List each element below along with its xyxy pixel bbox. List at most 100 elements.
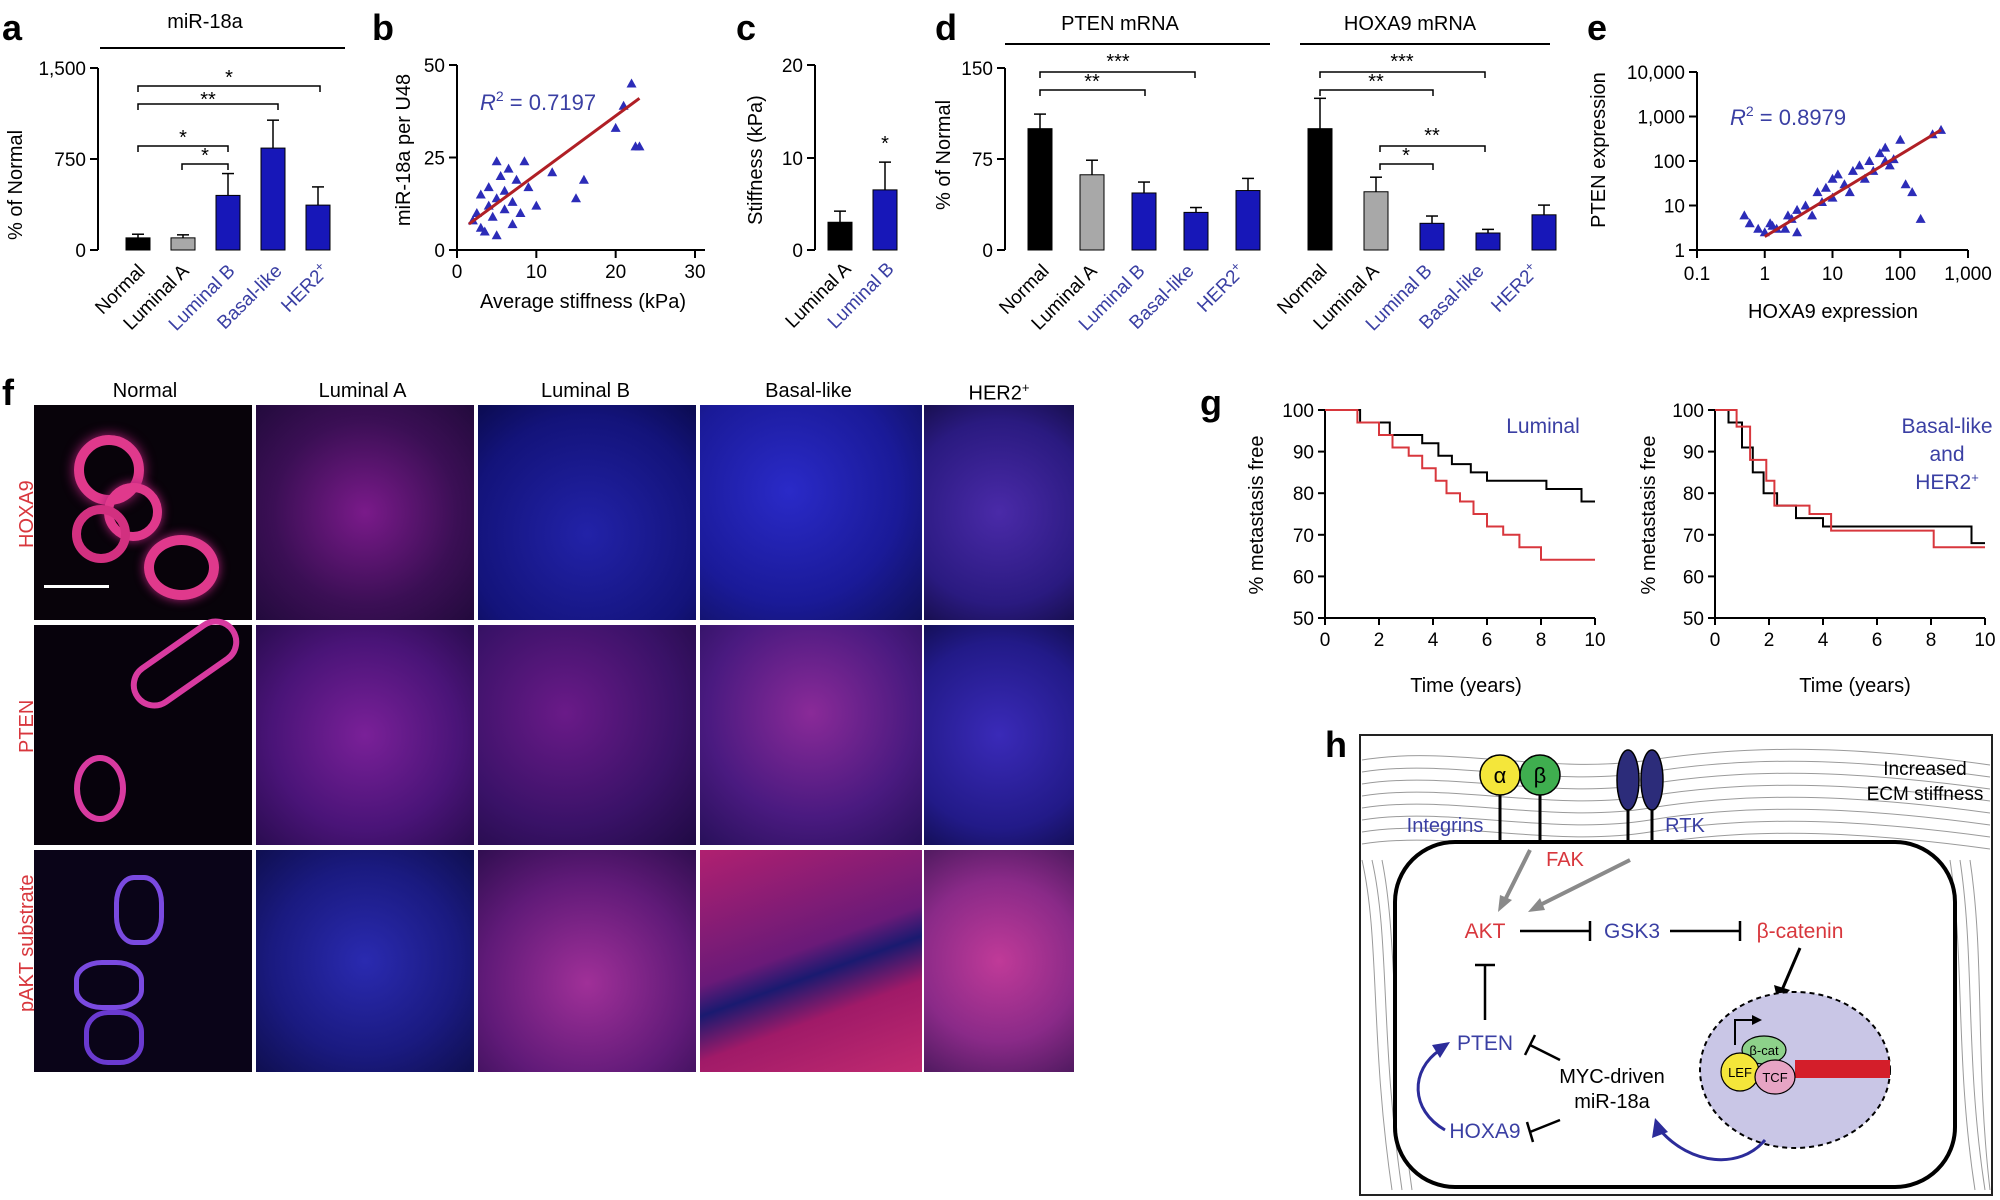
panel-d-star-hoxa9-3: ** <box>1424 125 1440 147</box>
panel-e-ylabel: PTEN expression <box>1588 72 1610 228</box>
panel-e-point-15 <box>1827 173 1838 183</box>
panel-e-point-12 <box>1812 187 1823 197</box>
col-head-normal: Normal <box>112 380 178 402</box>
panel-g-right-title-1: Basal-like <box>1901 415 1992 438</box>
panel-g-left-xtick-2: 4 <box>1428 630 1439 651</box>
panel-a-chart: miR-18a % of Normal 1,500 750 0 * ** * *… <box>5 11 345 335</box>
gsk3-label: GSK3 <box>1604 920 1660 943</box>
panel-e-point-25 <box>1874 148 1885 158</box>
panel-d-pten-bar-3 <box>1183 211 1209 251</box>
ecm-label-2: ECM stiffness <box>1867 784 1984 805</box>
panel-d-pten-bar-2 <box>1131 192 1157 251</box>
panel-b-point-16 <box>515 208 526 217</box>
panel-e-point-31 <box>1907 187 1918 197</box>
panel-g-left-series-0 <box>1325 409 1595 503</box>
rtk-icon-1 <box>1616 749 1640 811</box>
panel-e-point-21 <box>1854 160 1865 170</box>
micrograph-pakt-luminal-a <box>256 850 474 1072</box>
panel-letter-g: g <box>1200 382 1222 423</box>
panel-b-xtick-1: 10 <box>526 262 547 283</box>
alpha-label: α <box>1494 763 1507 788</box>
panel-h-diagram: Increased ECM stiffness α β Integrins RT… <box>1359 734 1993 1196</box>
col-head-luminal-a: Luminal A <box>318 380 407 402</box>
panel-e-point-36 <box>1767 220 1778 230</box>
panel-d-hoxa9-bar-1 <box>1363 191 1389 251</box>
panel-e-xtick-0: 0.1 <box>1684 264 1710 285</box>
panel-g-right-title-2: and <box>1929 443 1964 466</box>
panel-c-ytick-0: 0 <box>792 241 803 262</box>
panel-e-point-26 <box>1880 142 1891 152</box>
panel-b-xlabel: Average stiffness (kPa) <box>480 291 686 313</box>
panel-b-point-15 <box>511 174 522 184</box>
panel-e-point-2 <box>1753 223 1764 233</box>
panel-g-right-title-3: HER2+ <box>1915 470 1979 494</box>
panel-e-ytick-1: 10 <box>1664 197 1685 218</box>
micrograph-hoxa9-her2 <box>924 405 1074 620</box>
panel-b-ytick-2: 50 <box>424 56 445 77</box>
panel-g-left-xtick-3: 6 <box>1482 630 1493 651</box>
rtk-label: RTK <box>1665 815 1705 837</box>
panel-g-left-ytick-3: 80 <box>1293 484 1314 505</box>
panel-b-point-27 <box>634 141 645 151</box>
panel-a-ytick-1500: 1,500 <box>38 59 86 80</box>
panel-letter-e: e <box>1587 7 1607 48</box>
rtk-icon-2 <box>1640 749 1664 811</box>
bcatenin-label: β-catenin <box>1757 920 1844 943</box>
panel-d-hoxa9-bar-0 <box>1307 128 1333 251</box>
akt-label: AKT <box>1465 920 1506 943</box>
panel-letter-h: h <box>1325 724 1347 765</box>
panel-a-star-4: * <box>201 145 209 167</box>
panel-g-left-title: Luminal <box>1506 415 1580 438</box>
panel-e-xtick-3: 100 <box>1884 264 1916 285</box>
panel-b-point-23 <box>610 122 621 132</box>
panel-g-left-ytick-1: 60 <box>1293 567 1314 588</box>
micrograph-hoxa9-basal <box>700 405 922 620</box>
panel-e-point-23 <box>1864 156 1875 165</box>
panel-e-point-29 <box>1895 134 1906 144</box>
micrograph-pten-luminal-b <box>478 625 696 845</box>
panel-g-right-xtick-2: 4 <box>1818 630 1829 651</box>
panel-a-cat-her2: HER2+ <box>275 259 333 317</box>
panel-g-left-ytick-4: 90 <box>1293 443 1314 464</box>
panel-b-point-3 <box>479 226 490 236</box>
panel-e-ytick-3: 1,000 <box>1637 108 1685 129</box>
panel-d-ytick-150: 150 <box>961 59 993 80</box>
panel-e-ytick-2: 100 <box>1653 152 1685 173</box>
micrograph-pten-her2 <box>924 625 1074 845</box>
panel-c-chart: Stiffness (kPa) 20 10 0 * Luminal A Lumi… <box>745 56 899 333</box>
panel-b-chart: miR-18a per U48 0 25 50 0 10 20 30 Average sti… <box>393 56 706 313</box>
beta-integrin-icon <box>1519 754 1561 796</box>
panel-g-ylabel-left: % metastasis free <box>1246 436 1268 595</box>
panel-b-point-29 <box>491 156 502 166</box>
panel-letter-f: f <box>2 372 15 413</box>
panel-a-star-1: * <box>225 67 233 89</box>
panel-g-right-ytick-1: 60 <box>1683 567 1704 588</box>
panel-b-point-6 <box>487 211 498 221</box>
micrograph-pakt-basal <box>700 850 922 1072</box>
tcf-icon <box>1754 1059 1796 1095</box>
panel-c-ylabel: Stiffness (kPa) <box>745 95 767 225</box>
fak-label: FAK <box>1546 849 1584 871</box>
beta-label: β <box>1534 763 1547 788</box>
panel-e-ytick-0: 1 <box>1674 241 1685 262</box>
panel-e-point-20 <box>1847 165 1858 175</box>
panel-g-right-xtick-0: 0 <box>1710 630 1721 651</box>
panel-d-ytick-0: 0 <box>982 241 993 262</box>
panel-e-point-37 <box>1782 210 1793 220</box>
panel-b-ylabel: miR-18a per U48 <box>393 74 415 226</box>
panel-d-cat-her2-2: HER2+ <box>1485 259 1543 317</box>
panel-g-right-xtick-1: 2 <box>1764 630 1775 651</box>
micrograph-pakt-normal <box>34 850 252 1072</box>
panel-d-pten-bar-0 <box>1027 128 1053 251</box>
panel-b-ytick-0: 0 <box>434 241 445 262</box>
panel-a-bar-4 <box>305 204 331 251</box>
panel-g-right-series-0 <box>1715 409 1985 545</box>
panel-g-left-xtick-0: 0 <box>1320 630 1331 651</box>
hoxa9-label: HOXA9 <box>1449 1120 1520 1143</box>
micrograph-pten-normal <box>34 609 252 845</box>
panel-d-chart: PTEN mRNA HOXA9 mRNA % of Normal 150 75 … <box>933 13 1557 335</box>
panel-d-star-hoxa9-4: * <box>1402 145 1410 167</box>
